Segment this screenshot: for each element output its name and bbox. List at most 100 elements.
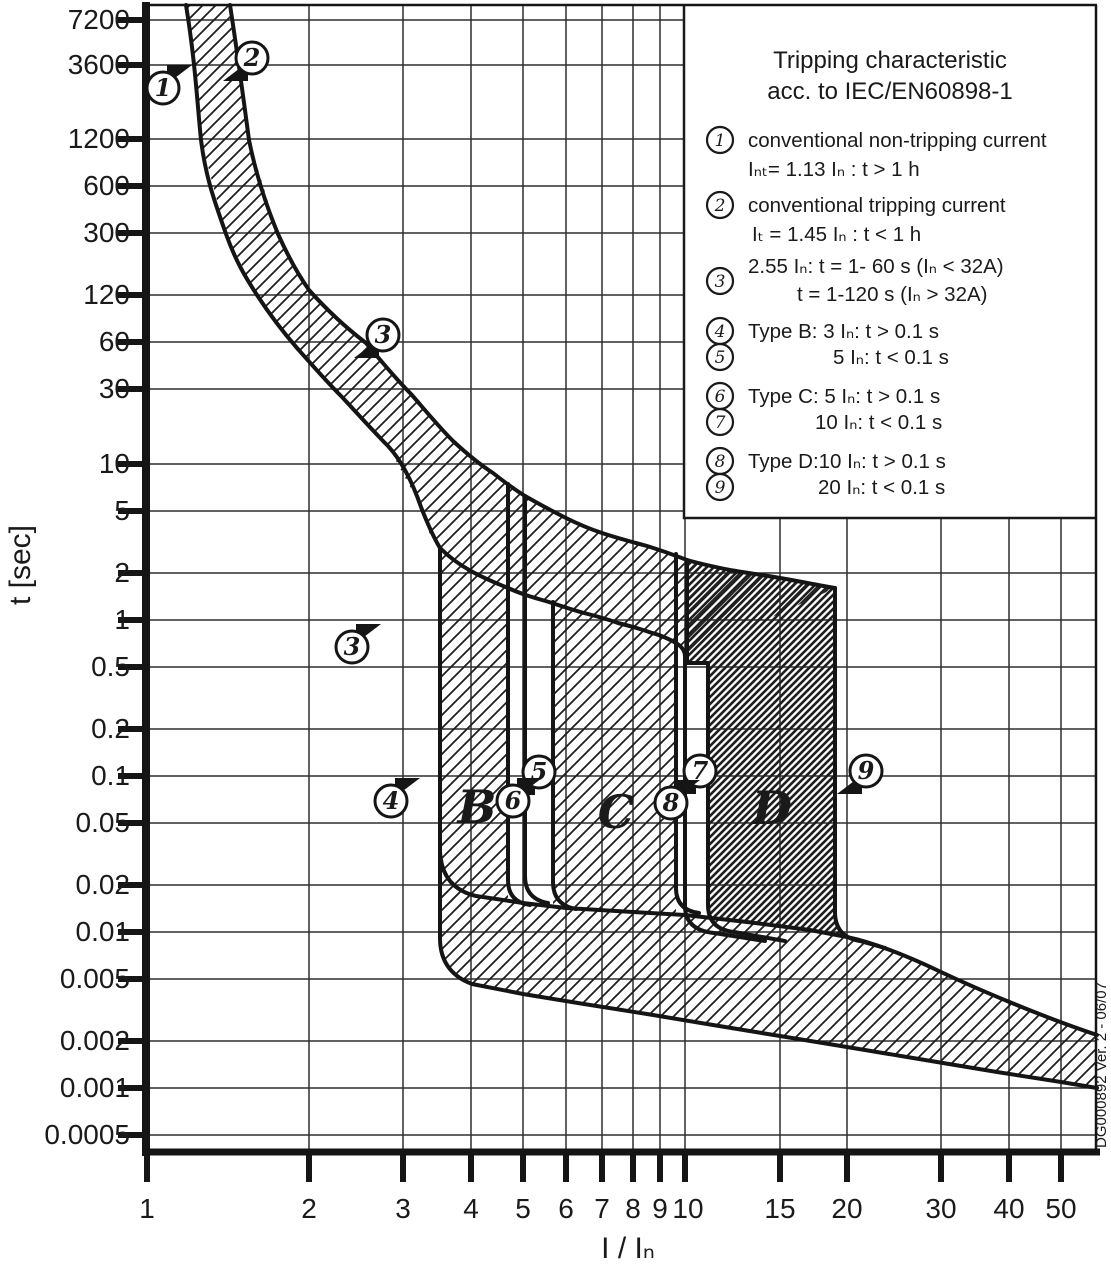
x-tick-label: 15 [764, 1193, 795, 1224]
y-tick-label: 0.5 [91, 651, 130, 682]
y-tick-marks [118, 17, 146, 1138]
legend-num: 6 [715, 387, 726, 407]
legend-num: 1 [715, 131, 726, 151]
legend-item-text: Type C: 5 Iₙ: t > 0.1 s [748, 385, 940, 408]
x-tick-label: 3 [395, 1193, 411, 1224]
y-tick-label: 600 [83, 170, 130, 201]
legend-num: 4 [714, 322, 726, 342]
y-tick-label: 7200 [68, 4, 130, 35]
y-tick-label: 0.1 [91, 760, 130, 791]
y-tick-label: 5 [114, 495, 130, 526]
zone-d-band [687, 560, 880, 947]
x-tick-label: 30 [925, 1193, 956, 1224]
marker-3b: 3 [334, 624, 381, 665]
y-tick-label: 60 [99, 326, 130, 357]
y-tick-label: 0.001 [60, 1072, 130, 1103]
b-upper-limit-line [523, 494, 550, 905]
legend-num: 3 [715, 272, 726, 292]
zone-c-right-edge [674, 552, 701, 915]
marker-number: 1 [155, 73, 172, 102]
x-tick-marks [144, 1152, 1064, 1182]
x-tick-label: 9 [652, 1193, 668, 1224]
x-tick-label: 20 [831, 1193, 862, 1224]
boundary-curves [184, 3, 1099, 1090]
x-tick-label: 7 [594, 1193, 610, 1224]
legend-item-text: 2.55 Iₙ: t = 1- 60 s (Iₙ < 32A) [748, 255, 1004, 278]
zone-d-left-edge [685, 558, 787, 943]
legend-num-circle [705, 190, 735, 220]
marker-6: 6 [495, 778, 542, 819]
legend-background [684, 6, 1096, 518]
x-tick-label: 8 [625, 1193, 641, 1224]
y-axis-title: t [sec] [4, 525, 37, 605]
legend-num-circle [705, 342, 735, 372]
x-tick-label: 1 [139, 1193, 155, 1224]
x-tick-label: 5 [515, 1193, 531, 1224]
zone-c-band [553, 602, 676, 914]
zone-d-right-edge [833, 586, 887, 950]
y-tick-label: 0.02 [76, 869, 131, 900]
marker-number: 7 [692, 756, 709, 785]
marker-number: 8 [662, 788, 680, 817]
marker-number: 3 [375, 320, 392, 349]
legend-num: 2 [714, 196, 726, 216]
legend-num-circle [705, 266, 735, 296]
legend-num-circle [705, 472, 735, 502]
legend-num: 9 [715, 478, 726, 498]
y-tick-label: 1 [114, 604, 130, 635]
y-tick-label: 0.0005 [44, 1119, 130, 1150]
y-tick-label: 120 [83, 279, 130, 310]
zone-b-lower-limit-line [438, 546, 1099, 1090]
y-tick-label: 300 [83, 217, 130, 248]
y-tick-label: 1200 [68, 123, 130, 154]
legend-item-text: Iₙₜ= 1.13 Iₙ : t > 1 h [748, 158, 920, 181]
legend-item-text: Iₜ = 1.45 Iₙ : t < 1 h [752, 223, 921, 246]
legend-item-text: Type B: 3 Iₙ: t > 0.1 s [748, 320, 939, 343]
x-tick-label: 50 [1045, 1193, 1076, 1224]
zone-b-band [440, 548, 508, 906]
x-tick-label: 2 [301, 1193, 317, 1224]
legend-title-line1: Tripping characteristic [773, 47, 1007, 74]
zone-d-label: D [750, 781, 792, 835]
legend-item-text: Type D:10 Iₙ: t > 0.1 s [748, 450, 946, 473]
y-tick-label: 0.05 [76, 807, 131, 838]
legend-item-text: conventional non-tripping current [748, 129, 1047, 152]
zone-b-label: B [456, 780, 497, 834]
x-tick-label: 40 [993, 1193, 1024, 1224]
legend-border [682, 6, 1096, 520]
legend-num: 8 [715, 452, 726, 472]
y-tick-label: 0.2 [91, 713, 130, 744]
marker-number: 6 [505, 786, 522, 815]
x-axis-title: I / Iₙ [601, 1232, 655, 1265]
legend-num-circle [705, 407, 735, 437]
marker-number: 3 [344, 632, 361, 661]
marker-3a: 3 [354, 317, 401, 358]
y-tick-label: 10 [99, 448, 130, 479]
marker-number: 4 [383, 786, 400, 815]
legend: Tripping characteristic acc. to IEC/EN60… [682, 6, 1096, 520]
marker-1: 1 [145, 65, 192, 106]
legend-num: 5 [715, 348, 726, 368]
marker-number: 2 [243, 43, 261, 72]
y-tick-label: 0.005 [60, 963, 130, 994]
marker-4: 4 [373, 778, 420, 819]
legend-title-line2: acc. to IEC/EN60898-1 [767, 78, 1012, 105]
zone-c-label: C [598, 785, 635, 839]
y-tick-labels: 7200 3600 1200 600 300 120 60 30 10 5 2 … [44, 4, 130, 1150]
legend-item-text: conventional tripping current [748, 194, 1006, 217]
x-tick-label: 10 [672, 1193, 703, 1224]
x-tick-label: 6 [558, 1193, 574, 1224]
legend-item-text: 10 Iₙ: t < 0.1 s [815, 411, 942, 434]
marker-8: 8 [653, 780, 700, 821]
y-tick-label: 30 [99, 373, 130, 404]
y-tick-label: 2 [114, 557, 130, 588]
upper-limit-curve [228, 3, 837, 590]
marker-2: 2 [223, 40, 270, 81]
legend-item-text: 5 Iₙ: t < 0.1 s [833, 346, 949, 369]
x-tick-labels: 1 2 3 4 5 6 7 8 9 10 15 20 30 40 50 [139, 1193, 1076, 1224]
legend-num-circle [705, 125, 735, 155]
legend-item-text: t = 1-120 s (Iₙ > 32A) [797, 283, 988, 306]
document-id-watermark: DG000892 Ver. 2 - 06/07 [1093, 982, 1110, 1148]
